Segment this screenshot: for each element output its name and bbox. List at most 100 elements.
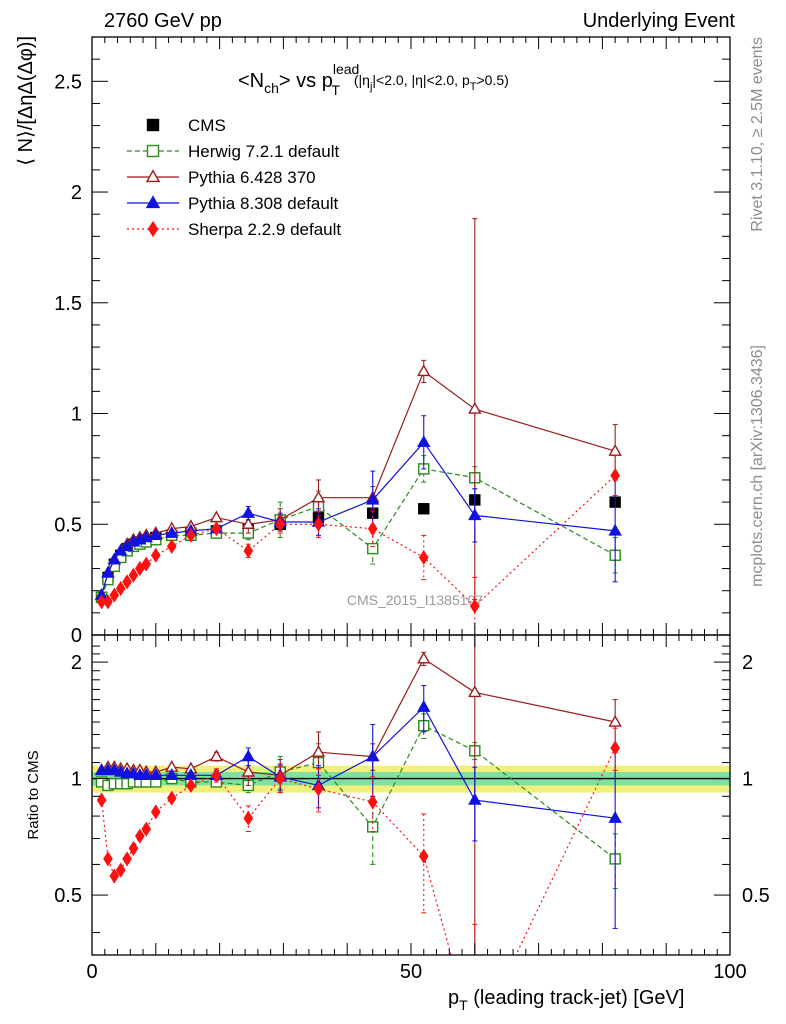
ratio-series-pythia-6-428-370 [94,635,622,955]
legend-marker [147,220,159,238]
ratio-point-sherpa-2-2-9-default [141,821,152,837]
ratio-point-sherpa-2-2-9-default [243,810,254,826]
main-y-tick-label: 0 [71,625,82,647]
legend-item-sherpa-2-2-9-default: Sherpa 2.2.9 default [127,220,341,239]
main-point-pythia-6-428-370 [468,401,482,414]
rivet-label: Rivet 3.1.10, ≥ 2.5M events [749,37,766,232]
main-point-sherpa-2-2-9-default [128,567,139,583]
ratio-point-sherpa-2-2-9-default [610,740,620,756]
legend-item-herwig-7-2-1-default: Herwig 7.2.1 default [127,142,339,161]
main-point-pythia-8-308-default [149,528,163,541]
main-point-pythia-6-428-370 [241,517,256,529]
main-point-pythia-8-308-default [468,508,482,521]
ratio-y-tick-label: 0.5 [54,885,82,907]
ratio-point-pythia-8-308-default [366,749,380,762]
ratio-point-pythia-6-428-370 [417,651,431,664]
ratio-point-sherpa-2-2-9-default [135,828,145,844]
main-point-sherpa-2-2-9-default [150,547,161,563]
ratio-y-tick-label-right: 0.5 [742,885,770,907]
main-y-tick-label: 1 [71,404,82,426]
ratio-point-sherpa-2-2-9-default [275,771,286,787]
main-line-herwig-7-2-1-default [101,468,616,598]
main-point-sherpa-2-2-9-default [186,527,196,543]
analysis-watermark: CMS_2015_I1385107 [347,592,483,608]
main-point-sherpa-2-2-9-default [141,556,152,572]
ratio-y-tick-label: 2 [71,652,82,674]
legend-label: CMS [188,116,226,135]
ratio-point-pythia-8-308-default [139,768,153,780]
main-y-tick-label: 1.5 [54,293,82,315]
ratio-y-tick-label-right: 1 [742,769,753,791]
ratio-point-pythia-8-308-default [165,768,179,780]
main-point-herwig-7-2-1-default [367,542,379,555]
main-point-pythia-8-308-default [139,530,153,543]
ratio-point-sherpa-2-2-9-default [103,851,113,867]
main-series-pythia-8-308-default [94,415,622,600]
main-point-sherpa-2-2-9-default [103,594,113,610]
main-y-tick-label: 0.5 [54,514,82,536]
x-tick-label: 0 [86,961,97,983]
main-series-sherpa-2-2-9-default [96,455,620,635]
main-point-pythia-8-308-default [165,525,179,538]
main-point-sherpa-2-2-9-default [122,574,132,590]
ratio-point-pythia-6-428-370 [241,764,256,777]
main-point-sherpa-2-2-9-default [243,543,254,559]
x-axis-label: pT (leading track-jet) [GeV] [448,987,684,1013]
ratio-point-pythia-6-428-370 [311,745,326,757]
main-line-sherpa-2-2-9-default [101,475,616,608]
legend-marker [146,118,160,132]
main-point-sherpa-2-2-9-default [166,538,177,554]
ratio-point-pythia-8-308-default [417,699,431,712]
main-point-sherpa-2-2-9-default [367,521,378,537]
ratio-line-pythia-8-308-default [101,706,616,819]
ratio-point-sherpa-2-2-9-default [186,777,196,793]
x-tick-label: 50 [400,961,422,983]
ratio-point-sherpa-2-2-9-default [166,790,177,806]
header-right: Underlying Event [583,10,736,32]
ratio-point-pythia-6-428-370 [209,749,224,762]
ratio-point-sherpa-2-2-9-default [122,851,132,867]
main-point-sherpa-2-2-9-default [135,561,145,577]
main-point-pythia-8-308-default [241,506,256,518]
legend-marker [145,169,161,183]
main-point-pythia-8-308-default [107,552,122,565]
legend: CMS Herwig 7.2.1 default Pythia 6.428 370 P… [127,116,341,239]
main-point-pythia-8-308-default [608,523,622,536]
main-line-pythia-8-308-default [101,441,616,596]
ratio-series-herwig-7-2-1-default [95,713,621,889]
legend-marker [146,144,160,158]
ratio-point-sherpa-2-2-9-default [367,794,378,810]
main-plot-title: <Nch> vs plead T(|ηj|<2.0, |η|<2.0, pT>0.… [238,61,509,98]
main-point-sherpa-2-2-9-default [211,521,222,537]
main-point-pythia-6-428-370 [417,364,431,377]
main-point-sherpa-2-2-9-default [96,594,107,610]
ratio-line-pythia-6-428-370 [101,657,616,776]
ratio-point-pythia-8-308-default [149,768,163,780]
main-y-axis-label: ⟨ N⟩/[ΔηΔ(Δφ)] [15,36,37,166]
main-point-pythia-6-428-370 [311,490,326,503]
ratio-point-pythia-8-308-default [468,792,482,805]
main-point-sherpa-2-2-9-default [275,516,286,532]
main-point-pythia-8-308-default [366,492,380,505]
ratio-y-tick-label: 1 [71,769,82,791]
main-point-pythia-8-308-default [101,565,115,578]
ratio-plot-area: 0.5 0.5 1 1 2 2 0 50 100 [54,634,770,983]
ratio-point-sherpa-2-2-9-default [128,840,139,856]
legend-item-pythia-8-308-default: Pythia 8.308 default [127,194,339,213]
main-series-pythia-6-428-370 [94,218,622,601]
ratio-point-sherpa-2-2-9-default [109,868,120,884]
main-y-tick-label: 2 [71,182,82,204]
ratio-series-sherpa-2-2-9-default [96,727,620,955]
ratio-point-sherpa-2-2-9-default [96,792,107,808]
ratio-y-tick-label-right: 2 [742,652,753,674]
main-point-pythia-6-428-370 [209,510,224,523]
legend-label: Pythia 8.308 default [188,194,339,213]
ratio-y-axis-label: Ratio to CMS [25,750,42,839]
main-y-tick-label: 2.5 [54,71,82,93]
legend-item-pythia-6-428-370: Pythia 6.428 370 [127,168,316,187]
main-point-sherpa-2-2-9-default [469,598,480,614]
main-point-sherpa-2-2-9-default [115,580,126,597]
legend-label: Sherpa 2.2.9 default [188,220,341,239]
ratio-point-sherpa-2-2-9-default [418,848,429,864]
